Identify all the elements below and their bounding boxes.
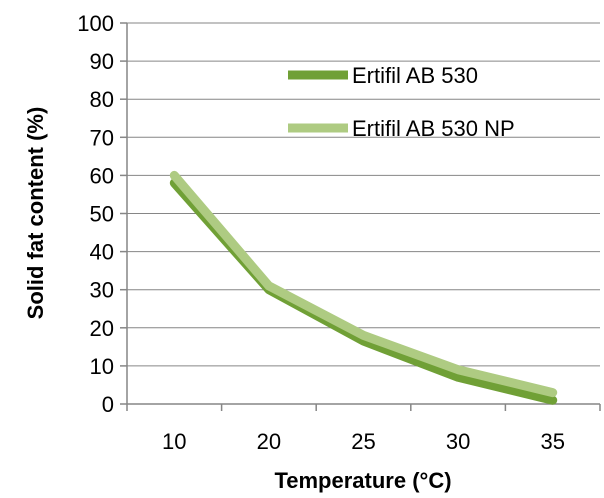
y-tick-label: 80: [90, 87, 114, 112]
x-ticks: 10 20 25 30 35: [126, 404, 601, 454]
y-axis-title: Solid fat content (%): [23, 107, 48, 320]
y-tick-label: 30: [90, 278, 114, 303]
x-tick-label: 35: [540, 429, 564, 454]
y-tick-label: 50: [90, 202, 114, 227]
y-tick-label: 60: [90, 163, 114, 188]
gridlines: [127, 22, 600, 367]
series-lines: [169, 170, 558, 405]
y-tick-label: 20: [90, 316, 114, 341]
legend-label-ertifil-ab-530-np: Ertifil AB 530 NP: [352, 116, 515, 141]
series-line-ertifil-ab-530-np: [169, 170, 558, 398]
y-tick-label: 90: [90, 49, 114, 74]
y-tick-label: 100: [77, 11, 114, 36]
legend: Ertifil AB 530 Ertifil AB 530 NP: [288, 63, 515, 141]
x-tick-label: 10: [162, 429, 186, 454]
y-tick-label: 10: [90, 354, 114, 379]
x-tick-label: 25: [351, 429, 375, 454]
x-axis-title: Temperature (°C): [274, 468, 451, 493]
y-tick-label: 0: [102, 392, 114, 417]
y-ticks: 0 10 20 30 40 50 60 70 80 90 100: [77, 11, 127, 417]
x-tick-label: 20: [257, 429, 281, 454]
series-line-ertifil-ab-530: [169, 178, 558, 405]
y-tick-label: 40: [90, 240, 114, 265]
legend-label-ertifil-ab-530: Ertifil AB 530: [352, 63, 478, 88]
x-tick-label: 30: [446, 429, 470, 454]
y-tick-label: 70: [90, 125, 114, 150]
